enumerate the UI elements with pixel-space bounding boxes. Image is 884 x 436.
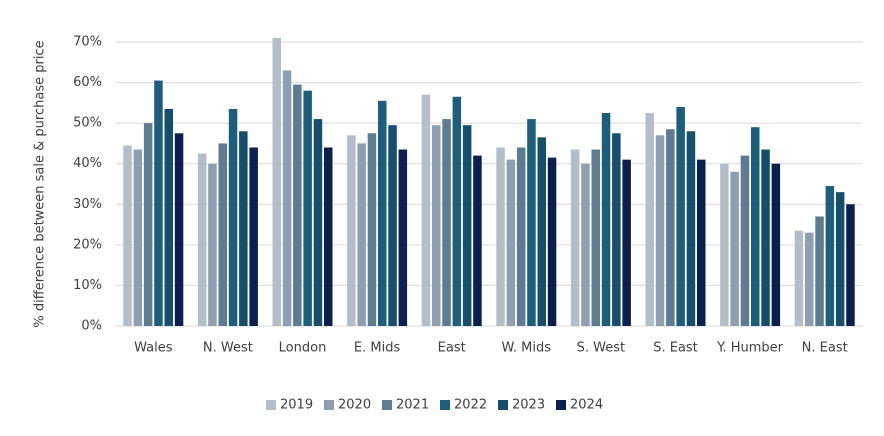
bar [378, 100, 387, 326]
legend-swatch [266, 400, 276, 410]
x-tick-label: East [438, 341, 466, 356]
legend-label: 2023 [512, 398, 545, 413]
bar [676, 106, 685, 327]
bar [357, 143, 366, 326]
legend-label: 2020 [338, 398, 371, 413]
bar [846, 204, 855, 326]
bar [218, 143, 227, 326]
bar [473, 155, 482, 326]
bar [612, 133, 621, 326]
bar [655, 135, 665, 326]
bar [825, 186, 835, 326]
bar [805, 232, 814, 326]
legend-swatch [556, 400, 566, 410]
bar [601, 113, 611, 326]
bar [645, 113, 654, 326]
y-tick-label: 60% [73, 75, 102, 90]
bar [452, 96, 462, 327]
bar [815, 216, 824, 326]
bar [506, 159, 516, 326]
bar [347, 135, 356, 326]
bar [208, 163, 217, 326]
bar [720, 163, 729, 326]
x-tick-label: London [279, 341, 327, 356]
legend-label: 2024 [570, 398, 603, 413]
bar [421, 94, 431, 326]
bar [740, 155, 750, 326]
bar [751, 127, 760, 326]
legend-swatch [324, 400, 334, 410]
bar [686, 131, 696, 326]
bar [324, 147, 333, 326]
bar [835, 192, 845, 326]
y-tick-label: 0% [81, 319, 102, 334]
y-tick-label: 40% [73, 156, 102, 171]
bar [249, 147, 258, 326]
bar [730, 171, 739, 326]
bar [516, 147, 526, 326]
bar [547, 157, 557, 326]
y-axis-label: % difference between sale & purchase pri… [33, 40, 48, 327]
bar [239, 131, 248, 326]
bar [228, 108, 238, 326]
bar [293, 84, 302, 326]
x-tick-label: N. West [203, 341, 253, 356]
bar [527, 119, 536, 326]
y-tick-label: 50% [73, 116, 102, 131]
bar [462, 125, 472, 327]
y-tick-label: 30% [73, 197, 102, 212]
x-tick-label: W. Mids [502, 341, 552, 356]
bar [282, 70, 292, 327]
bar [367, 133, 377, 326]
bar [581, 163, 590, 326]
bar [174, 133, 184, 326]
bar [398, 149, 408, 326]
bar [666, 129, 675, 326]
bar [197, 153, 207, 326]
legend-swatch [440, 400, 450, 410]
bar [313, 119, 323, 326]
bar [591, 149, 600, 326]
legend-label: 2019 [280, 398, 313, 413]
bar [133, 149, 143, 326]
legend-label: 2021 [396, 398, 429, 413]
bar [697, 159, 706, 326]
legend-swatch [498, 400, 508, 410]
x-tick-label: S. West [577, 341, 625, 356]
bar [570, 149, 580, 326]
y-tick-label: 20% [73, 237, 102, 252]
legend-label: 2022 [454, 398, 487, 413]
x-tick-label: Y. Humber [716, 341, 783, 356]
x-tick-label: N. East [802, 341, 848, 356]
bar [622, 159, 631, 326]
bar [143, 123, 153, 327]
x-tick-label: Wales [134, 341, 173, 356]
x-tick-label: E. Mids [354, 341, 401, 356]
bar [272, 37, 281, 326]
legend-swatch [382, 400, 392, 410]
bar [432, 125, 441, 327]
bar [761, 149, 770, 326]
bar [164, 108, 173, 326]
y-tick-label: 10% [73, 278, 102, 293]
bar [303, 90, 312, 326]
bar [537, 137, 546, 326]
bar [123, 145, 132, 326]
x-tick-label: S. East [653, 341, 698, 356]
bar [771, 163, 781, 326]
y-tick-label: 70% [73, 35, 102, 50]
bar [388, 125, 397, 327]
bar [496, 147, 505, 326]
bar [794, 230, 804, 326]
bar [154, 80, 163, 327]
bar [442, 119, 451, 326]
